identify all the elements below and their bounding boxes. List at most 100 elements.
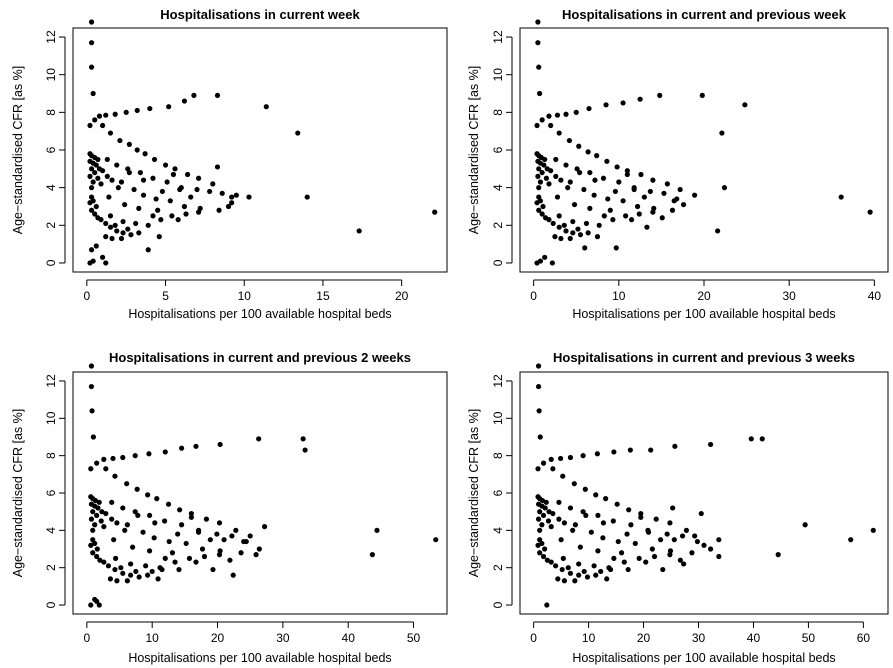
data-point xyxy=(433,537,439,543)
data-point xyxy=(539,522,545,528)
data-point xyxy=(196,209,202,215)
data-point xyxy=(657,92,663,99)
data-point xyxy=(124,522,130,528)
data-point xyxy=(537,258,544,264)
data-point xyxy=(539,117,545,123)
data-point xyxy=(118,179,125,185)
data-point xyxy=(550,466,556,472)
data-point xyxy=(651,553,658,560)
chart-panel-2: Hospitalisations in current and previous… xyxy=(467,7,889,321)
data-point xyxy=(193,443,199,449)
data-point xyxy=(158,217,164,223)
y-tick-label: 10 xyxy=(491,68,505,82)
y-tick-label: 4 xyxy=(491,527,505,534)
data-point xyxy=(610,518,616,524)
data-point xyxy=(177,507,183,513)
data-point xyxy=(671,537,677,543)
data-point xyxy=(178,445,185,451)
data-point xyxy=(583,512,589,519)
x-tick-label: 40 xyxy=(747,631,761,645)
data-point xyxy=(149,568,155,575)
data-point xyxy=(88,207,95,213)
data-point xyxy=(536,166,542,172)
data-point xyxy=(683,527,690,533)
data-point xyxy=(110,455,116,462)
data-point xyxy=(95,156,101,163)
data-point xyxy=(689,550,695,556)
data-point xyxy=(867,209,873,215)
data-point xyxy=(93,203,99,210)
x-tick-label: 30 xyxy=(692,631,706,645)
data-point xyxy=(648,447,654,453)
data-point xyxy=(109,177,115,183)
data-point xyxy=(120,230,126,236)
data-point xyxy=(156,234,162,240)
data-point xyxy=(162,162,169,168)
data-point xyxy=(614,164,620,170)
data-point xyxy=(631,186,637,193)
data-point xyxy=(540,512,547,519)
data-point xyxy=(261,524,268,530)
data-point xyxy=(565,185,571,191)
data-point xyxy=(603,102,609,108)
data-point xyxy=(563,111,569,117)
data-point xyxy=(556,213,562,219)
x-tick-label: 50 xyxy=(407,631,421,645)
data-point xyxy=(90,434,96,440)
data-point xyxy=(134,486,140,492)
data-point xyxy=(120,505,126,511)
data-point xyxy=(256,546,262,552)
x-tick-label: 20 xyxy=(211,631,225,645)
data-point xyxy=(88,383,95,390)
x-tick-label: 20 xyxy=(637,631,651,645)
data-point xyxy=(575,226,581,232)
data-point xyxy=(112,222,118,228)
data-point xyxy=(677,186,683,193)
data-point xyxy=(644,224,650,230)
data-point xyxy=(229,533,235,539)
data-point xyxy=(566,137,573,144)
y-tick-label: 6 xyxy=(491,489,505,496)
y-axis-label: Age−standardised CFR [as %] xyxy=(11,66,25,235)
x-tick-label: 0 xyxy=(84,631,91,645)
data-point xyxy=(92,211,98,217)
data-point xyxy=(88,466,94,472)
data-point xyxy=(576,143,582,149)
data-point xyxy=(216,520,223,526)
data-point xyxy=(544,602,550,608)
data-point xyxy=(552,234,558,240)
data-point xyxy=(545,518,552,524)
data-point xyxy=(99,509,105,515)
data-point xyxy=(716,553,722,560)
data-point xyxy=(88,185,95,191)
data-point xyxy=(92,540,98,547)
data-point xyxy=(670,505,676,511)
data-point xyxy=(94,598,100,604)
data-point xyxy=(748,436,754,442)
data-point xyxy=(300,436,306,442)
data-point xyxy=(570,218,576,225)
data-point xyxy=(555,576,561,582)
data-point xyxy=(573,109,579,115)
data-point xyxy=(638,171,644,178)
data-point xyxy=(721,185,728,191)
data-point xyxy=(94,553,100,560)
data-point xyxy=(698,510,704,517)
data-point xyxy=(587,169,593,176)
data-point xyxy=(580,453,586,459)
data-point xyxy=(253,552,259,558)
data-point xyxy=(594,234,601,240)
data-point xyxy=(118,235,125,242)
data-point xyxy=(582,486,588,492)
data-point xyxy=(145,492,151,498)
data-point xyxy=(580,509,586,515)
data-point xyxy=(188,514,194,520)
data-point xyxy=(99,122,106,129)
data-point xyxy=(94,512,100,519)
data-point xyxy=(143,563,149,569)
data-point xyxy=(672,443,678,449)
data-point xyxy=(540,460,547,466)
data-point xyxy=(128,572,134,578)
data-point xyxy=(645,529,652,535)
data-point xyxy=(124,481,130,487)
